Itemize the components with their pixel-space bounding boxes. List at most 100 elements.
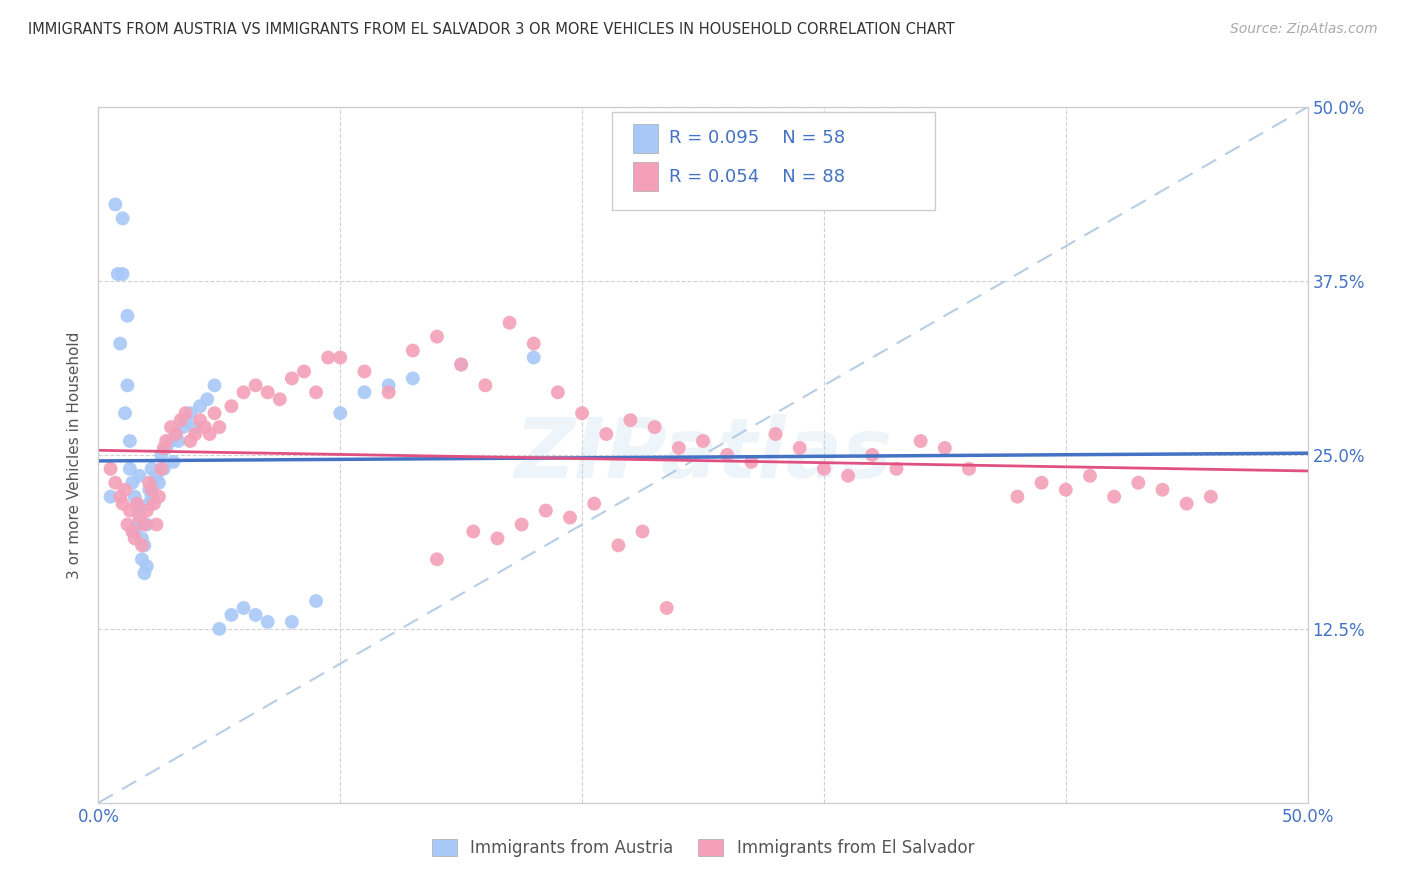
Point — [111, 267, 134, 281]
Point — [188, 413, 211, 427]
Text: ZIPatlas: ZIPatlas — [515, 415, 891, 495]
Point — [655, 601, 678, 615]
Point — [232, 385, 254, 400]
Point — [131, 532, 153, 546]
Point — [486, 532, 509, 546]
Point — [117, 517, 139, 532]
Point — [1007, 490, 1029, 504]
Point — [245, 378, 267, 392]
Point — [837, 468, 859, 483]
Point — [510, 517, 533, 532]
Point — [118, 434, 141, 448]
Point — [138, 483, 160, 497]
Point — [281, 371, 304, 385]
Point — [121, 475, 143, 490]
Point — [316, 351, 339, 365]
Point — [910, 434, 932, 448]
Point — [128, 510, 150, 524]
Point — [789, 441, 811, 455]
Point — [135, 517, 157, 532]
Point — [114, 406, 136, 420]
Point — [145, 517, 167, 532]
Point — [1102, 490, 1125, 504]
Point — [135, 559, 157, 574]
Point — [150, 462, 173, 476]
Point — [145, 468, 167, 483]
Text: Source: ZipAtlas.com: Source: ZipAtlas.com — [1230, 22, 1378, 37]
Point — [134, 517, 156, 532]
Point — [107, 267, 129, 281]
Point — [184, 427, 207, 442]
Point — [128, 468, 150, 483]
Point — [143, 475, 166, 490]
Legend: Immigrants from Austria, Immigrants from El Salvador: Immigrants from Austria, Immigrants from… — [425, 832, 981, 864]
Point — [644, 420, 666, 434]
Point — [221, 399, 243, 413]
Point — [269, 392, 291, 407]
Point — [583, 497, 606, 511]
Point — [1199, 490, 1222, 504]
Point — [104, 475, 127, 490]
Point — [1152, 483, 1174, 497]
Point — [143, 497, 166, 511]
Point — [172, 420, 194, 434]
Y-axis label: 3 or more Vehicles in Household: 3 or more Vehicles in Household — [67, 331, 83, 579]
Point — [1175, 497, 1198, 511]
Point — [534, 503, 557, 517]
Point — [155, 434, 177, 448]
Point — [886, 462, 908, 476]
Point — [117, 378, 139, 392]
Point — [148, 490, 170, 504]
Text: IMMIGRANTS FROM AUSTRIA VS IMMIGRANTS FROM EL SALVADOR 3 OR MORE VEHICLES IN HOU: IMMIGRANTS FROM AUSTRIA VS IMMIGRANTS FR… — [28, 22, 955, 37]
Point — [558, 510, 581, 524]
Point — [179, 434, 201, 448]
Point — [138, 475, 160, 490]
Point — [141, 490, 163, 504]
Point — [571, 406, 593, 420]
Point — [463, 524, 485, 539]
Point — [152, 441, 174, 455]
Point — [305, 385, 328, 400]
Point — [595, 427, 617, 442]
Point — [1054, 483, 1077, 497]
Point — [131, 552, 153, 566]
Point — [813, 462, 835, 476]
Point — [114, 483, 136, 497]
Point — [108, 336, 131, 351]
Point — [179, 406, 201, 420]
Point — [100, 490, 122, 504]
Point — [860, 448, 883, 462]
Point — [523, 336, 546, 351]
Point — [128, 503, 150, 517]
Point — [329, 406, 352, 420]
Point — [281, 615, 304, 629]
Point — [127, 497, 149, 511]
Point — [169, 413, 191, 427]
Point — [607, 538, 630, 552]
Point — [141, 483, 163, 497]
Point — [450, 358, 472, 372]
Point — [934, 441, 956, 455]
Point — [160, 420, 183, 434]
Point — [377, 378, 399, 392]
Point — [245, 607, 267, 622]
Point — [188, 399, 211, 413]
Point — [160, 434, 183, 448]
Point — [118, 503, 141, 517]
Point — [121, 524, 143, 539]
Point — [108, 490, 131, 504]
Point — [165, 427, 187, 442]
Point — [329, 351, 352, 365]
Point — [124, 524, 146, 539]
Point — [208, 420, 231, 434]
Point — [716, 448, 738, 462]
Point — [124, 532, 146, 546]
Point — [127, 497, 149, 511]
Point — [353, 385, 375, 400]
Point — [127, 517, 149, 532]
Point — [1078, 468, 1101, 483]
Point — [498, 316, 520, 330]
Point — [134, 566, 156, 581]
Point — [402, 343, 425, 358]
Text: R = 0.054    N = 88: R = 0.054 N = 88 — [669, 168, 845, 186]
